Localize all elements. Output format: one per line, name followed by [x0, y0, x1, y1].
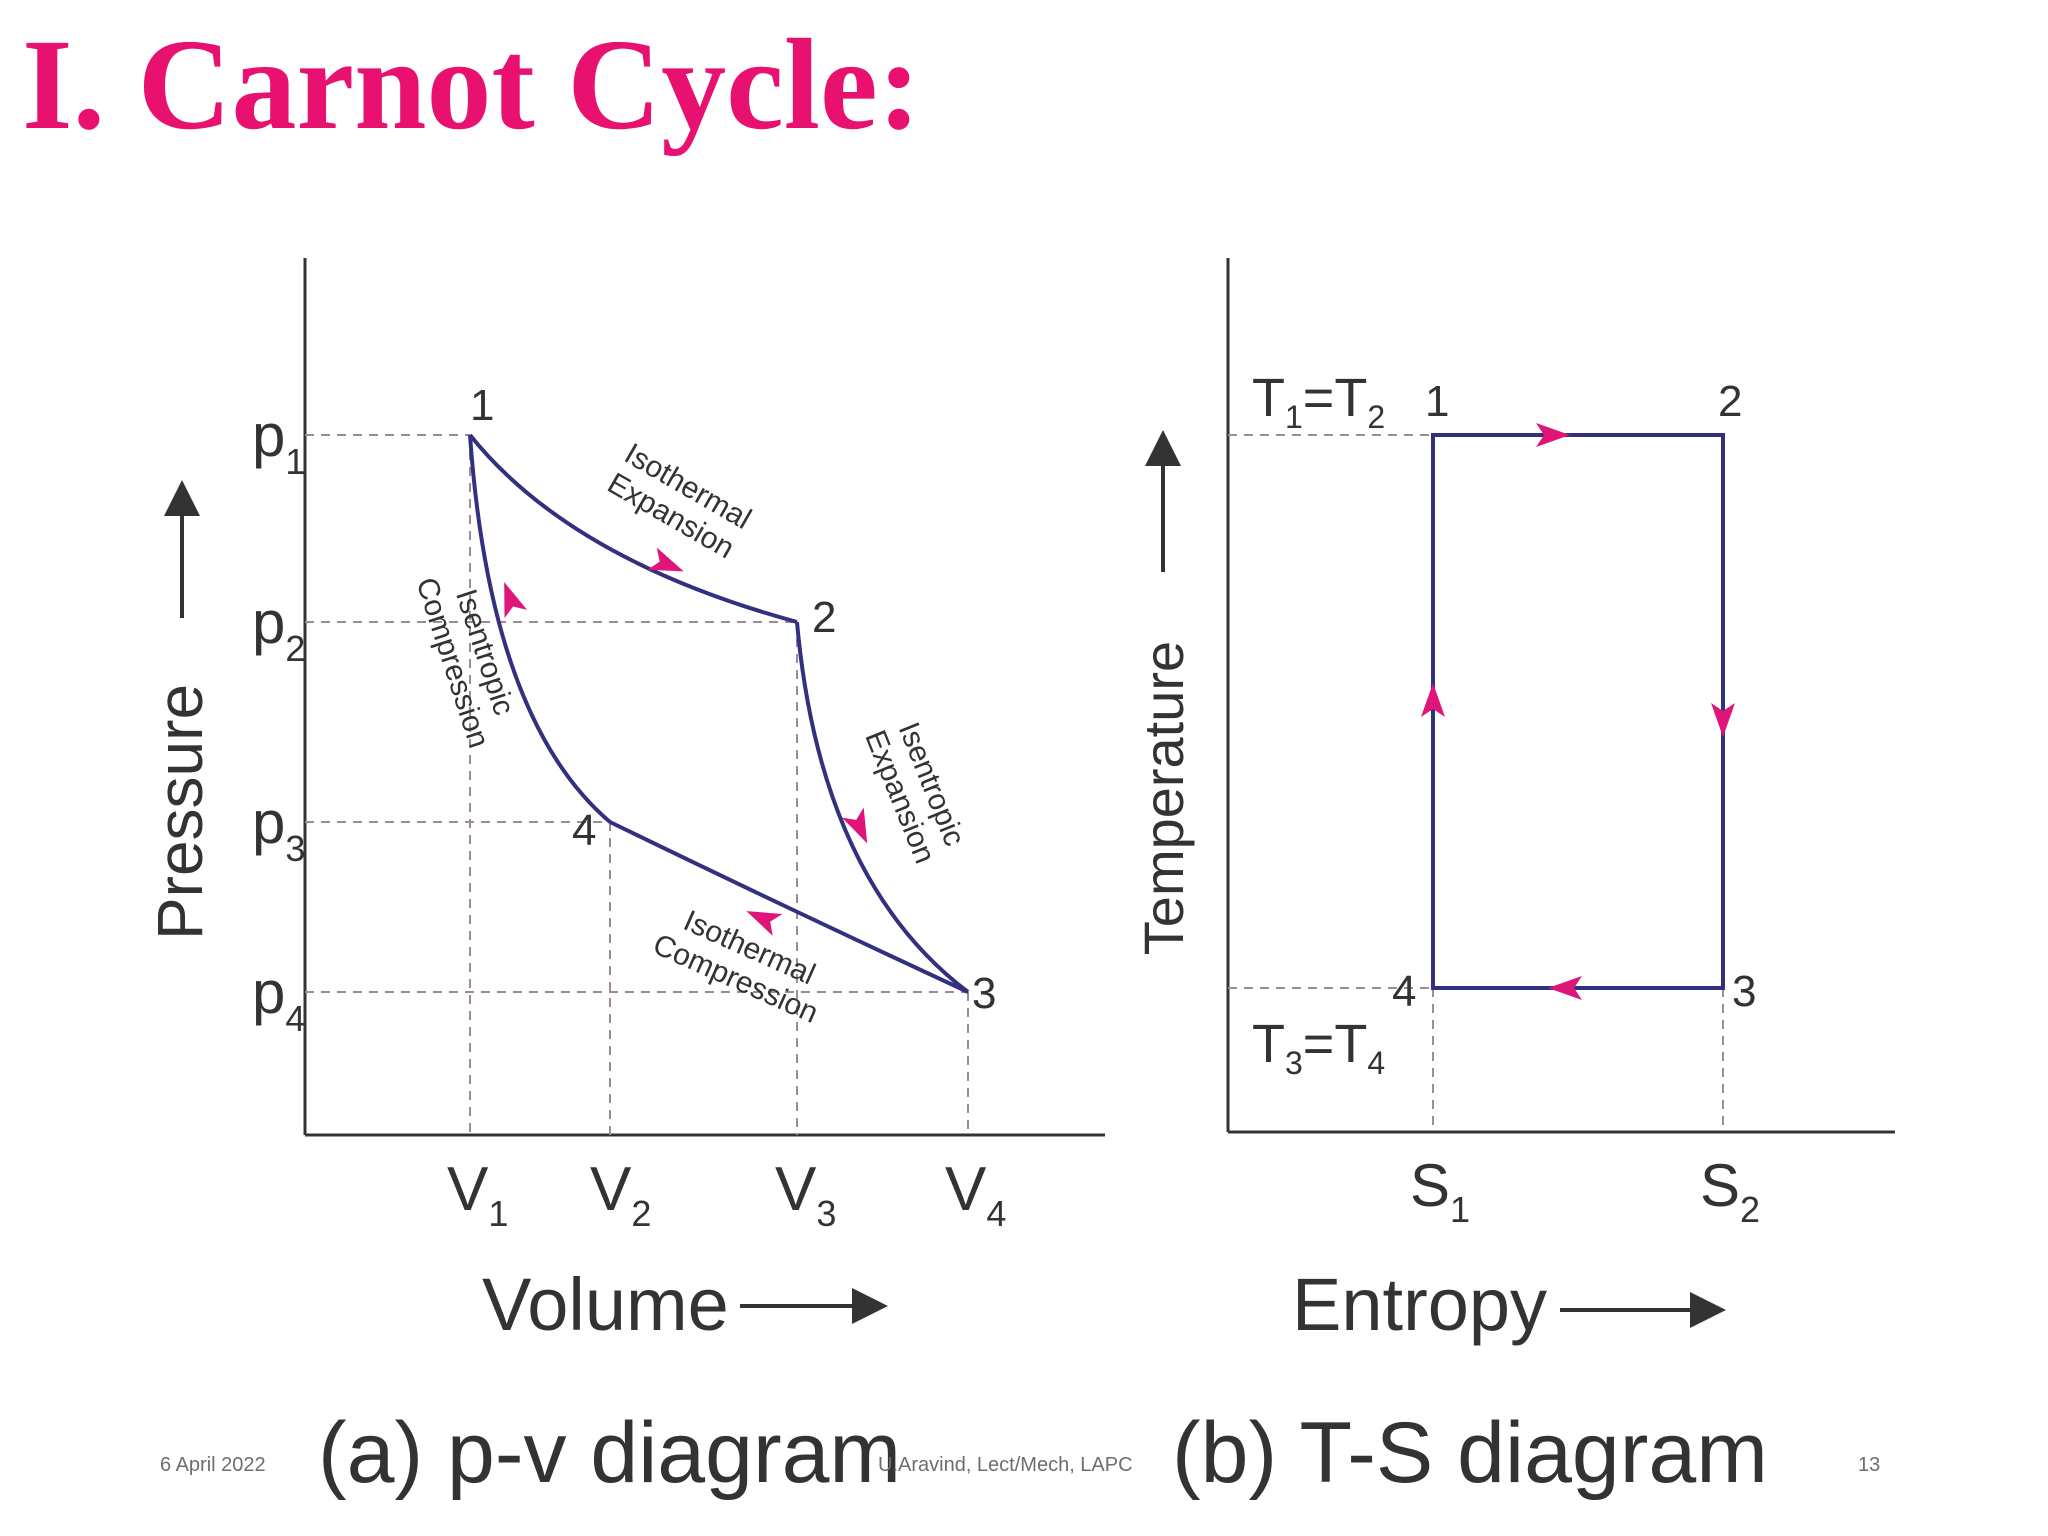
- arrow-isothermal-expansion: [647, 547, 684, 572]
- ts-point-1: 1: [1425, 377, 1449, 426]
- ts-guide-lines: [1228, 434, 1724, 1132]
- ts-cycle-rectangle: [1431, 433, 1725, 990]
- tick-p3: p3: [252, 789, 305, 869]
- ts-caption: (b) T-S diagram: [1172, 1405, 1768, 1501]
- tick-v2: V2: [590, 1155, 651, 1234]
- tick-v4: V4: [945, 1155, 1006, 1234]
- pv-y-axis-label: Pressure: [144, 684, 216, 940]
- label-t3-equals-t4: T3=T4: [1252, 1014, 1385, 1081]
- pv-y-ticks: p1 p2 p3 p4: [252, 402, 305, 1039]
- footer-date: 6 April 2022: [160, 1454, 266, 1476]
- tick-p2: p2: [252, 589, 305, 669]
- footer-page-number: 13: [1858, 1454, 1881, 1476]
- label-t1-equals-t2: T1=T2: [1252, 368, 1385, 435]
- pv-cycle: [468, 433, 970, 994]
- ts-point-3: 3: [1732, 967, 1756, 1016]
- curve-4-1-isentropic-compression: [468, 434, 612, 824]
- tick-v3: V3: [775, 1155, 836, 1234]
- pv-point-4: 4: [572, 806, 596, 855]
- pv-x-axis-label: Volume: [482, 1263, 729, 1346]
- pv-process-labels: Isothermal Expansion Isentropic Expansio…: [409, 437, 971, 1030]
- pv-point-2: 2: [812, 593, 836, 642]
- ts-x-axis-label: Entropy: [1292, 1263, 1547, 1346]
- pv-guide-lines: [305, 434, 969, 1135]
- curve-1-2-isothermal-expansion: [468, 433, 798, 624]
- ts-temperature-labels: T1=T2 T3=T4: [1252, 368, 1385, 1081]
- arrow-ts-3-4: [1548, 976, 1582, 1000]
- tick-p4: p4: [252, 959, 305, 1039]
- arrow-ts-2-3: [1711, 703, 1735, 737]
- arrow-ts-4-1: [1421, 683, 1445, 717]
- arrow-ts-1-2: [1536, 423, 1570, 447]
- curve-3-4-isothermal-compression: [609, 820, 969, 994]
- ts-point-4: 4: [1392, 967, 1416, 1016]
- pv-point-1: 1: [470, 381, 494, 430]
- arrow-isothermal-compression: [746, 911, 783, 936]
- curve-2-3-isentropic-expansion: [795, 621, 970, 994]
- pv-point-labels: 1 2 3 4: [470, 381, 996, 1018]
- ts-diagram: 1 2 3 4 T1=T2 T3=T4 S1 S2 Entropy Temper…: [1132, 258, 1895, 1501]
- tick-s1: S1: [1410, 1152, 1470, 1230]
- pv-direction-arrows: [504, 547, 868, 936]
- pv-x-ticks: V1 V2 V3 V4: [447, 1155, 1006, 1234]
- pv-point-3: 3: [972, 969, 996, 1018]
- arrow-isentropic-compression: [504, 582, 528, 619]
- ts-direction-arrows: [1421, 423, 1735, 1000]
- tick-v1: V1: [447, 1155, 508, 1234]
- ts-point-2: 2: [1718, 377, 1742, 426]
- ts-x-ticks: S1 S2: [1410, 1152, 1760, 1230]
- slide-title: I. Carnot Cycle:: [22, 13, 921, 157]
- footer-author: U.Aravind, Lect/Mech, LAPC: [878, 1454, 1133, 1476]
- pv-caption: (a) p-v diagram: [318, 1405, 901, 1501]
- tick-p1: p1: [252, 402, 305, 482]
- tick-s2: S2: [1700, 1152, 1760, 1230]
- arrow-isentropic-expansion: [841, 807, 868, 844]
- pv-diagram: 1 2 3 4 Isothermal Expansion Isentropic …: [144, 258, 1105, 1501]
- ts-y-axis-label: Temperature: [1132, 641, 1195, 955]
- ts-point-labels: 1 2 3 4: [1392, 377, 1756, 1016]
